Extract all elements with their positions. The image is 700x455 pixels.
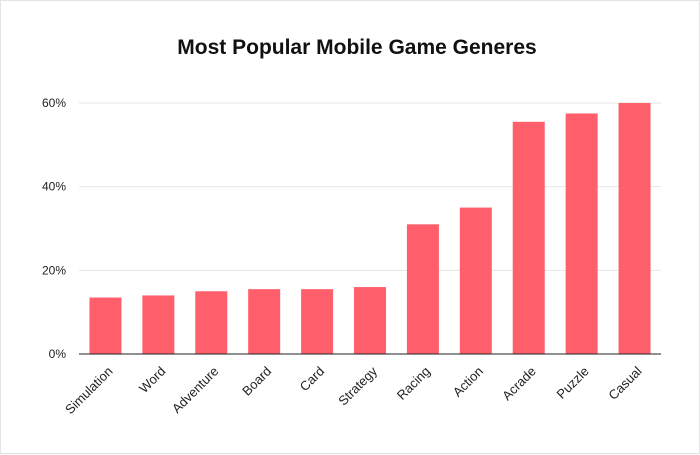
x-tick-label: Acrade xyxy=(499,364,539,404)
bar xyxy=(142,295,175,354)
y-tick-label: 0% xyxy=(49,347,67,361)
bar xyxy=(406,224,439,354)
x-tick-label: Puzzle xyxy=(554,364,592,402)
bar xyxy=(618,103,651,354)
bars xyxy=(89,103,651,354)
bar xyxy=(459,207,492,354)
x-tick-label: Adventure xyxy=(169,364,222,417)
bar xyxy=(354,287,386,354)
x-tick-label: Casual xyxy=(605,363,644,402)
chart-title: Most Popular Mobile Game Generes xyxy=(177,36,536,59)
bar xyxy=(565,113,598,354)
bar xyxy=(512,121,545,354)
y-tick-label: 60% xyxy=(42,96,66,110)
bar xyxy=(89,297,122,354)
x-tick-label: Simulation xyxy=(62,364,116,418)
grid-lines xyxy=(79,102,661,271)
y-axis-ticks: 0% 20% 40% 60% xyxy=(42,96,66,361)
x-tick-label: Strategy xyxy=(335,363,380,408)
x-tick-label: Action xyxy=(450,364,486,400)
bar xyxy=(301,289,334,354)
x-tick-label: Card xyxy=(297,364,328,395)
x-tick-label: Racing xyxy=(394,364,433,403)
bar xyxy=(195,291,228,354)
y-tick-label: 20% xyxy=(42,263,66,277)
x-tick-label: Board xyxy=(239,364,274,399)
y-tick-label: 40% xyxy=(42,180,66,194)
bar xyxy=(248,289,281,354)
x-axis-ticks: Simulation Word Adventure Board Card Strategy… xyxy=(62,363,645,417)
x-tick-label: Word xyxy=(136,364,168,396)
